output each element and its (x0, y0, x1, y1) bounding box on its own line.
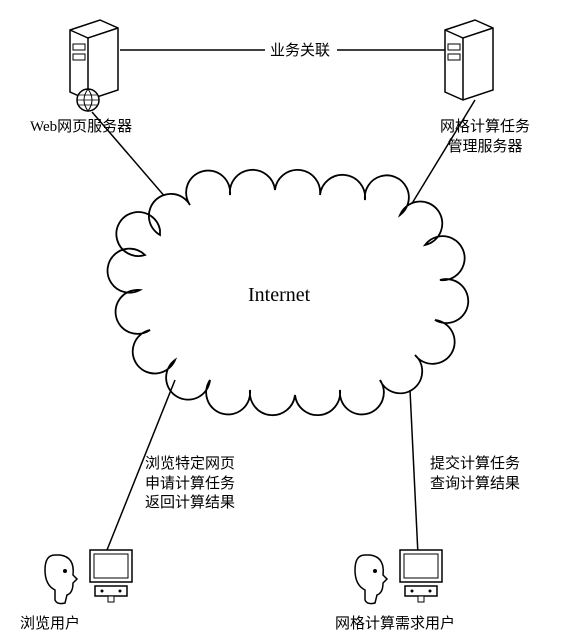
diagram-svg (0, 0, 582, 639)
edge-cloud-to-griduser (410, 390, 418, 555)
griduser-edge-label: 提交计算任务 查询计算结果 (430, 455, 520, 494)
grid-server-label: 网格计算任务 管理服务器 (440, 118, 530, 157)
business-link-label: 业务关联 (270, 42, 330, 62)
browse-edge-label: 浏览特定网页 申请计算任务 返回计算结果 (145, 455, 235, 514)
grid-user-label: 网格计算需求用户 (335, 615, 455, 635)
browse-user-icon (45, 550, 132, 604)
grid-user-icon (355, 550, 442, 604)
cloud-label: Internet (248, 282, 310, 308)
web-server-icon (70, 20, 118, 111)
grid-server-icon (445, 20, 493, 100)
browse-user-label: 浏览用户 (20, 615, 80, 635)
web-server-label: Web网页服务器 (30, 118, 132, 138)
